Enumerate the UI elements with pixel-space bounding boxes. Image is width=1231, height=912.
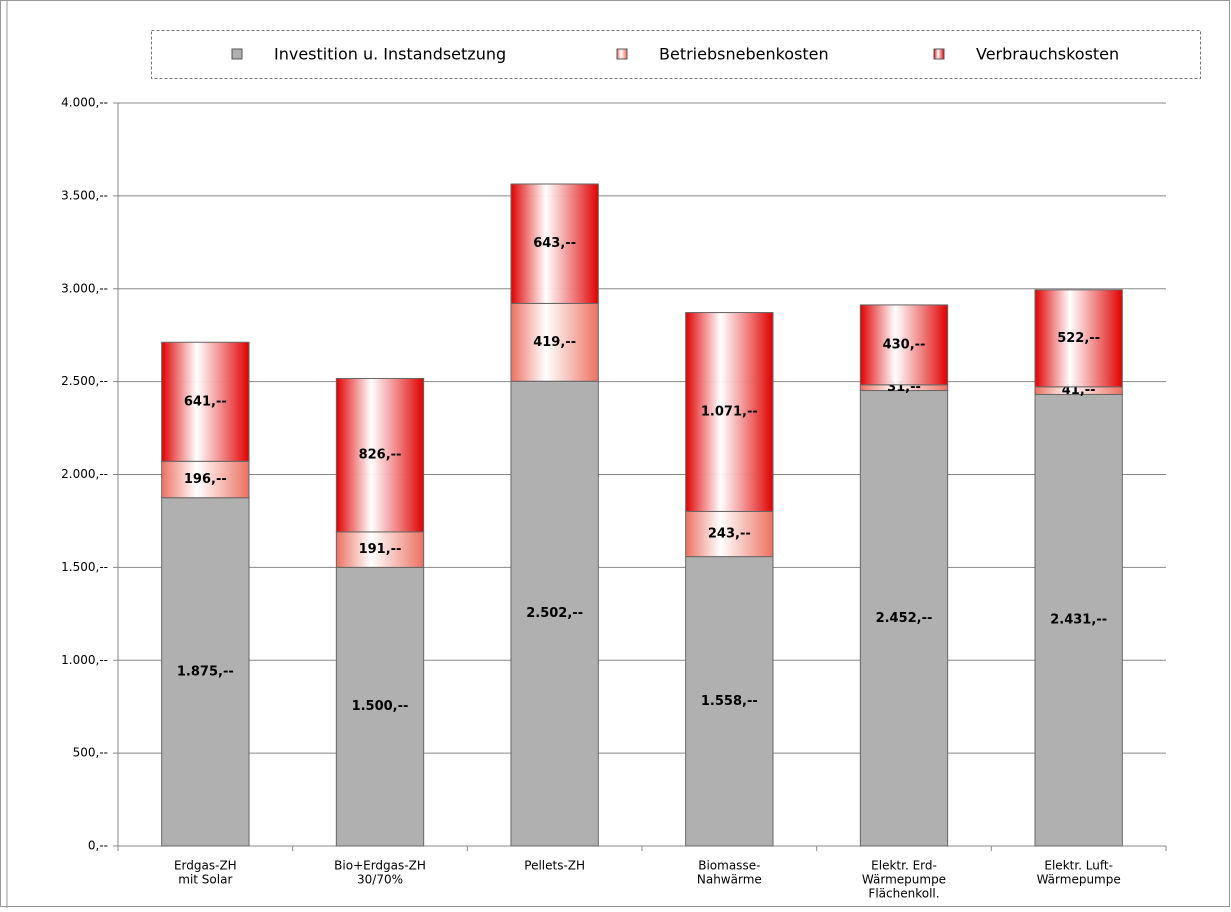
data-label: 1.558,--: [701, 694, 758, 709]
x-tick-label: Nahwärme: [697, 873, 762, 887]
data-label: 196,--: [184, 472, 227, 487]
bar-segment: [685, 556, 774, 847]
bar-segment: [161, 460, 250, 499]
y-tick-label: 3.500,--: [61, 188, 108, 202]
data-label: 641,--: [184, 394, 227, 409]
bar-segment: [859, 390, 949, 847]
y-tick-label: 3.000,--: [61, 281, 108, 295]
y-tick-label: 500,--: [73, 746, 108, 760]
data-label: 419,--: [533, 335, 576, 350]
x-tick-label: Bio+Erdgas-ZH: [334, 859, 426, 873]
data-label: 243,--: [708, 527, 751, 542]
bar-segment: [685, 510, 774, 558]
data-label: 191,--: [359, 542, 402, 557]
legend-label: Investition u. Instandsetzung: [274, 45, 506, 64]
bar-segment: [859, 304, 949, 386]
legend-label: Betriebsnebenkosten: [659, 45, 829, 64]
y-tick-label: 1.500,--: [61, 560, 108, 574]
y-tick-label: 0,--: [88, 839, 108, 853]
x-tick-label: Wärmepumpe: [862, 873, 946, 887]
data-label: 1.500,--: [352, 699, 409, 714]
y-tick-label: 2.500,--: [61, 374, 108, 388]
x-tick-label: 30/70%: [357, 873, 403, 887]
bar-segment: [1034, 289, 1123, 388]
bar-segment: [510, 380, 599, 847]
data-label: 826,--: [359, 448, 402, 463]
y-tick-label: 2.000,--: [61, 467, 108, 481]
x-tick-label: mit Solar: [178, 873, 232, 887]
legend-marker: [231, 48, 243, 60]
data-label: 643,--: [533, 236, 576, 251]
bar-segment: [335, 377, 425, 533]
legend-marker: [616, 48, 628, 60]
bar-segment: [161, 497, 250, 847]
data-label: 2.452,--: [876, 611, 933, 626]
x-tick-label: Pellets-ZH: [524, 859, 585, 873]
y-tick-label: 4.000,--: [61, 96, 108, 110]
data-label: 522,--: [1057, 331, 1100, 346]
data-label: 1.875,--: [177, 664, 234, 679]
legend-marker: [933, 48, 945, 60]
x-tick-label: Flächenkoll.: [868, 887, 939, 901]
x-tick-label: Wärmepumpe: [1037, 873, 1121, 887]
legend-label: Verbrauchskosten: [976, 45, 1119, 64]
x-tick-label: Biomasse-: [698, 859, 760, 873]
bar-segment: [161, 341, 250, 462]
bar-segment: [1034, 393, 1123, 847]
data-label: 430,--: [883, 337, 926, 352]
legend-box: [151, 30, 1201, 79]
bar-segment: [335, 566, 425, 847]
bar-segment: [510, 183, 599, 304]
data-label: 2.502,--: [526, 606, 583, 621]
bar-segment: [335, 531, 425, 568]
x-tick-label: Elektr. Erd-: [871, 859, 937, 873]
bar-segment: [510, 302, 599, 382]
data-label: 1.071,--: [701, 404, 758, 419]
x-tick-label: Elektr. Luft-: [1044, 859, 1113, 873]
x-tick-label: Erdgas-ZH: [174, 859, 237, 873]
data-label: 2.431,--: [1050, 613, 1107, 628]
bar-segment: [685, 312, 774, 512]
y-tick-label: 1.000,--: [61, 653, 108, 667]
